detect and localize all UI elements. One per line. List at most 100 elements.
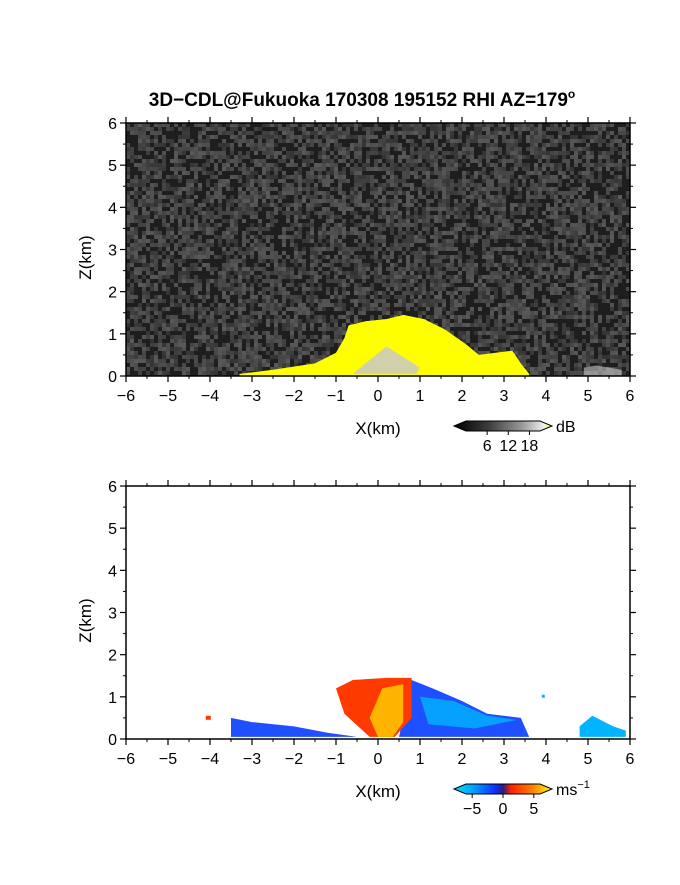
noise-cell	[390, 271, 394, 275]
noise-cell	[534, 311, 538, 315]
noise-cell	[598, 267, 602, 271]
noise-cell	[158, 155, 162, 159]
noise-cell	[262, 199, 266, 203]
noise-cell	[582, 183, 586, 187]
noise-cell	[402, 147, 406, 151]
noise-cell	[142, 347, 146, 351]
noise-cell	[406, 199, 410, 203]
noise-cell	[554, 191, 558, 195]
noise-cell	[158, 247, 162, 251]
noise-cell	[450, 131, 454, 135]
noise-cell	[570, 335, 574, 339]
noise-cell	[298, 127, 302, 131]
noise-cell	[142, 163, 146, 167]
noise-cell	[622, 155, 626, 159]
noise-cell	[446, 187, 450, 191]
noise-cell	[166, 187, 170, 191]
noise-cell	[182, 343, 186, 347]
noise-cell	[354, 195, 358, 199]
noise-cell	[282, 227, 286, 231]
noise-cell	[574, 275, 578, 279]
noise-cell	[446, 203, 450, 207]
noise-cell	[290, 139, 294, 143]
noise-cell	[570, 243, 574, 247]
noise-cell	[446, 151, 450, 155]
noise-cell	[362, 127, 366, 131]
noise-cell	[522, 307, 526, 311]
noise-cell	[534, 211, 538, 215]
noise-cell	[314, 247, 318, 251]
noise-cell	[146, 163, 150, 167]
noise-cell	[350, 311, 354, 315]
noise-cell	[502, 183, 506, 187]
noise-cell	[202, 311, 206, 315]
noise-cell	[134, 163, 138, 167]
noise-cell	[390, 251, 394, 255]
noise-cell	[338, 251, 342, 255]
noise-cell	[246, 355, 250, 359]
noise-cell	[458, 319, 462, 323]
noise-cell	[246, 175, 250, 179]
noise-cell	[610, 327, 614, 331]
noise-cell	[586, 171, 590, 175]
noise-cell	[394, 183, 398, 187]
noise-cell	[210, 355, 214, 359]
noise-cell	[314, 295, 318, 299]
noise-cell	[510, 147, 514, 151]
noise-cell	[366, 143, 370, 147]
noise-cell	[506, 151, 510, 155]
noise-cell	[274, 279, 278, 283]
noise-cell	[510, 215, 514, 219]
noise-cell	[250, 179, 254, 183]
noise-cell	[274, 315, 278, 319]
noise-cell	[598, 151, 602, 155]
noise-cell	[574, 251, 578, 255]
noise-cell	[394, 235, 398, 239]
noise-cell	[330, 163, 334, 167]
noise-cell	[526, 155, 530, 159]
noise-cell	[302, 163, 306, 167]
noise-cell	[362, 275, 366, 279]
noise-cell	[422, 179, 426, 183]
noise-cell	[390, 267, 394, 271]
noise-cell	[326, 159, 330, 163]
noise-cell	[594, 287, 598, 291]
noise-cell	[454, 267, 458, 271]
noise-cell	[546, 275, 550, 279]
noise-cell	[574, 303, 578, 307]
noise-cell	[382, 203, 386, 207]
noise-cell	[442, 215, 446, 219]
noise-cell	[474, 323, 478, 327]
noise-cell	[562, 175, 566, 179]
noise-cell	[590, 263, 594, 267]
noise-cell	[238, 143, 242, 147]
noise-cell	[338, 171, 342, 175]
noise-cell	[542, 151, 546, 155]
noise-cell	[546, 303, 550, 307]
noise-cell	[358, 151, 362, 155]
noise-cell	[306, 171, 310, 175]
noise-cell	[518, 267, 522, 271]
noise-cell	[482, 275, 486, 279]
noise-cell	[394, 287, 398, 291]
noise-cell	[210, 311, 214, 315]
noise-cell	[346, 263, 350, 267]
noise-cell	[526, 127, 530, 131]
noise-cell	[238, 135, 242, 139]
noise-cell	[230, 351, 234, 355]
noise-cell	[186, 299, 190, 303]
noise-cell	[382, 223, 386, 227]
noise-cell	[470, 263, 474, 267]
noise-cell	[186, 191, 190, 195]
noise-cell	[570, 235, 574, 239]
noise-cell	[550, 227, 554, 231]
noise-cell	[242, 155, 246, 159]
noise-cell	[450, 259, 454, 263]
noise-cell	[610, 147, 614, 151]
noise-cell	[218, 287, 222, 291]
noise-cell	[398, 303, 402, 307]
noise-cell	[294, 315, 298, 319]
noise-cell	[566, 315, 570, 319]
noise-cell	[506, 319, 510, 323]
noise-cell	[622, 315, 626, 319]
